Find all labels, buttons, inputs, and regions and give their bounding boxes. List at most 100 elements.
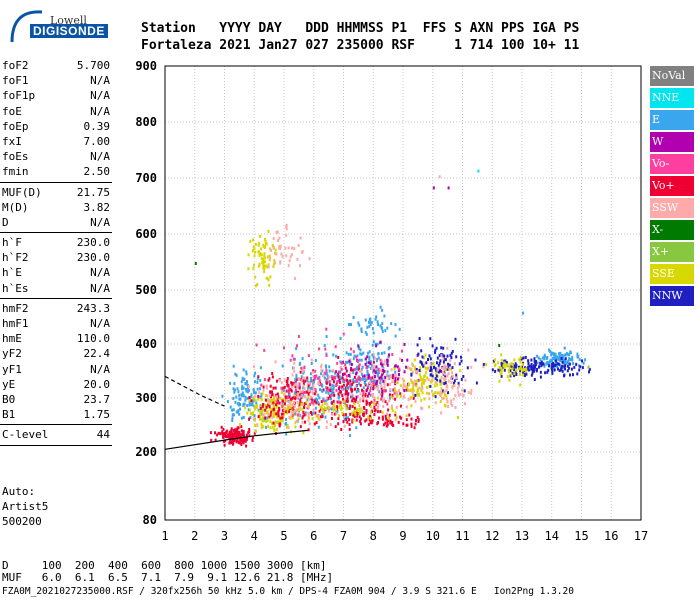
echo-point [455,376,458,380]
echo-point [285,418,288,421]
echo-point [310,362,313,365]
echo-point [254,391,257,395]
echo-point [254,424,256,428]
echo-point [266,386,269,390]
echo-point [549,349,552,353]
echo-point [336,361,339,365]
echo-point [451,366,454,370]
echo-point [454,393,457,397]
x-tick-label: 6 [310,529,317,543]
echo-point [444,377,447,381]
echo-point [365,402,368,406]
echo-point [298,403,301,407]
echo-point [336,407,339,411]
echo-point [286,396,289,399]
echo-point [252,238,254,242]
echo-point [301,366,304,370]
echo-point [376,406,379,410]
echo-point [359,378,362,382]
echo-point [362,351,365,355]
echo-point [364,362,367,366]
param-value: 230.0 [76,236,110,250]
echo-point [366,373,369,377]
echo-point [380,369,383,373]
legend-item: NNW [650,286,694,306]
echo-point [232,439,235,443]
param-value: 44 [96,428,110,442]
echo-point [267,229,270,233]
echo-point [314,369,317,373]
echo-point [440,411,443,415]
echo-point [374,403,377,407]
echo-point [260,404,263,408]
echo-point [228,436,231,440]
echo-point [544,371,547,375]
param-label: fxI [2,134,22,148]
echo-point [248,398,251,402]
echo-point [406,358,409,362]
echo-point [387,417,390,420]
echo-point [449,354,452,357]
echo-point [407,383,410,387]
echo-point [265,242,268,246]
echo-point [358,404,361,408]
echo-point [337,372,340,376]
param-row: C-level 44 [0,427,112,442]
echo-point [500,359,503,362]
echo-point [384,375,387,379]
echo-point [227,433,230,437]
echo-point [281,408,284,412]
param-row: M(D) 3.82 [0,200,112,215]
echo-point [269,256,272,260]
echo-point [265,276,268,280]
echo-point [369,367,372,370]
echo-point [359,383,362,387]
echo-point [280,402,283,406]
echo-point [345,404,348,408]
echo-point [550,353,553,357]
echo-point [411,362,414,366]
echo-point [425,371,428,375]
echo-point [418,369,421,372]
echo-point [367,415,370,419]
echo-point [241,387,243,391]
param-row: MUF(D) 21.75 [0,185,112,200]
echo-point [377,384,380,388]
echo-point [530,363,533,366]
echo-point [572,362,575,365]
echo-point [325,388,328,392]
echo-point [413,382,416,386]
param-label: fmin [2,165,29,179]
echo-point [344,360,347,364]
echo-point [334,425,337,429]
echo-point [266,255,269,259]
echo-point [267,263,270,267]
echo-point [388,413,391,417]
echo-point [302,376,305,380]
echo-point [374,356,377,360]
echo-point [345,374,348,378]
echo-point [238,435,241,439]
echo-point [248,417,251,421]
echo-point [286,411,288,415]
echo-point [408,413,411,417]
echo-point [402,422,405,426]
echo-point [381,392,383,395]
echo-point [385,417,388,421]
echo-point [454,406,457,409]
echo-point [323,408,326,412]
echo-point [365,378,368,382]
echo-point [435,374,438,378]
echo-point [576,352,579,356]
echo-point [515,373,518,376]
param-row: yF1 N/A [0,362,112,377]
echo-point [342,373,344,376]
echo-point [453,381,455,385]
echo-point [563,360,566,364]
echo-point [372,331,375,335]
legend-item: E [650,110,694,130]
echo-point [451,349,454,353]
echo-point [277,239,279,242]
echo-point [237,403,240,407]
echo-point [357,389,360,393]
